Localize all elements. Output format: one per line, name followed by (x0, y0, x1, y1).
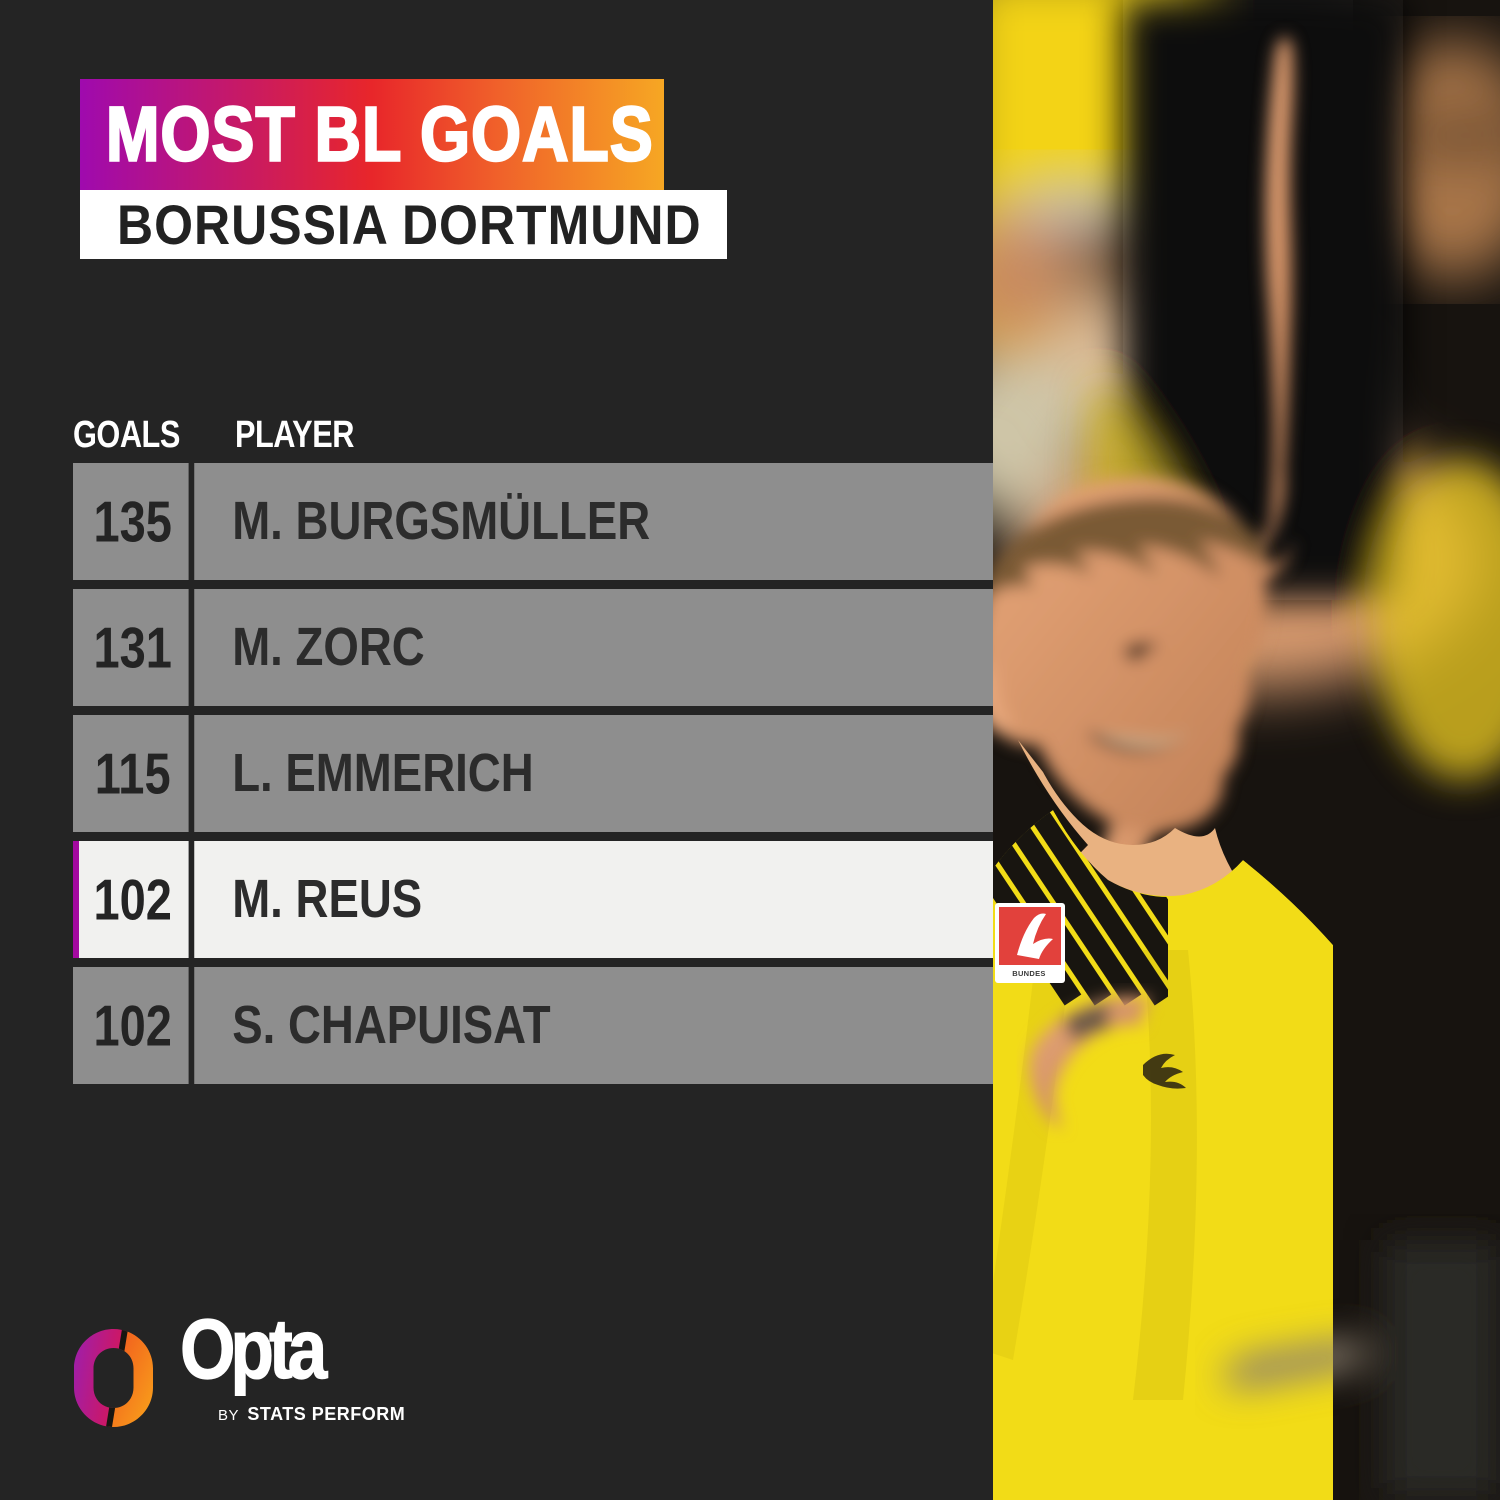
svg-text:BUNDES: BUNDES (1012, 969, 1045, 978)
